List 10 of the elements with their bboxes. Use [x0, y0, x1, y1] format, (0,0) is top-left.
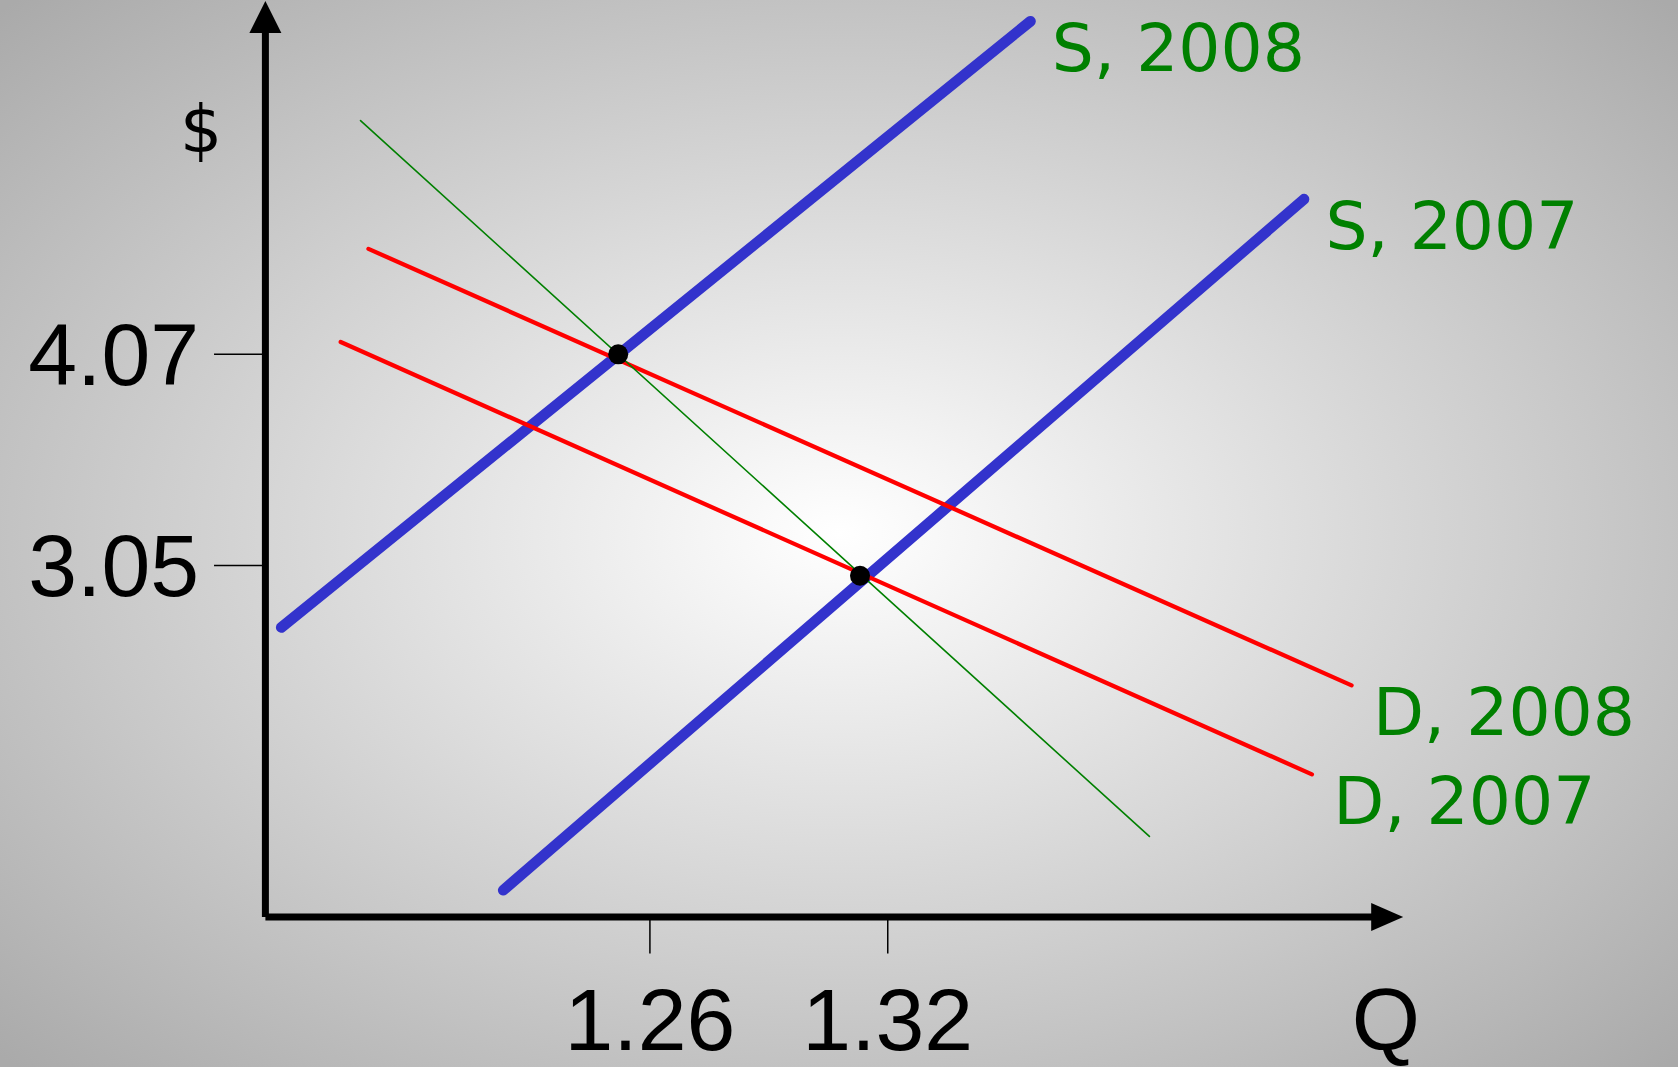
x-axis-title: Q — [1351, 971, 1420, 1067]
series-label: S, 2008 — [1051, 9, 1305, 88]
y-tick-label: 3.05 — [28, 517, 200, 616]
x-tick-label: 1.26 — [564, 971, 736, 1067]
y-axis-title: $ — [180, 90, 223, 169]
series-label: S, 2007 — [1325, 187, 1579, 266]
series-label: D, 2008 — [1372, 673, 1636, 752]
y-tick-label: 4.07 — [28, 306, 200, 405]
series-label: D, 2007 — [1333, 762, 1596, 841]
x-tick-label: 1.32 — [802, 971, 974, 1067]
